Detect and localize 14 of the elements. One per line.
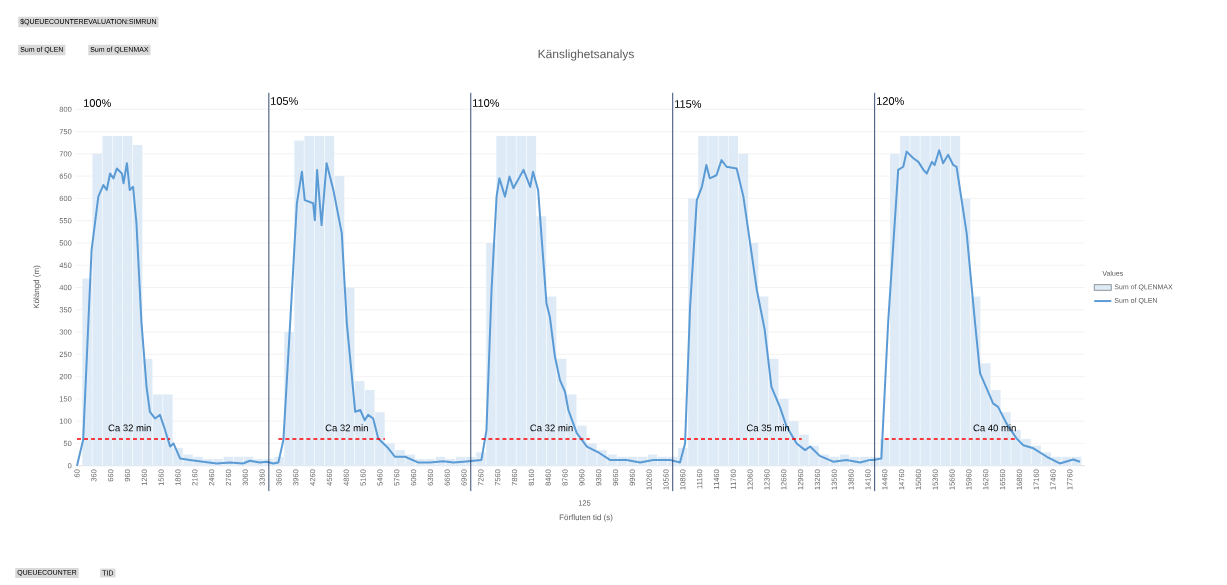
text: 100% bbox=[84, 99, 111, 107]
text: 115% bbox=[675, 100, 702, 108]
annotation: Ca 35 min bbox=[746, 424, 790, 432]
y-axis-title: Kölängd (m) bbox=[33, 265, 41, 309]
text: 120% bbox=[877, 97, 904, 105]
chart-title: Känslighetsanalys bbox=[538, 49, 634, 61]
text: 105% bbox=[271, 97, 298, 105]
text: 110% bbox=[473, 99, 500, 107]
line-series bbox=[75, 149, 1081, 467]
x-axis-title: Förfluten tid (s) bbox=[559, 514, 613, 522]
annotation: Ca 40 min bbox=[973, 424, 1016, 432]
annotation: Ca 32 min bbox=[325, 424, 368, 432]
annotation: Ca 32 min bbox=[108, 424, 151, 432]
annotation: Ca 32 min bbox=[530, 424, 573, 432]
